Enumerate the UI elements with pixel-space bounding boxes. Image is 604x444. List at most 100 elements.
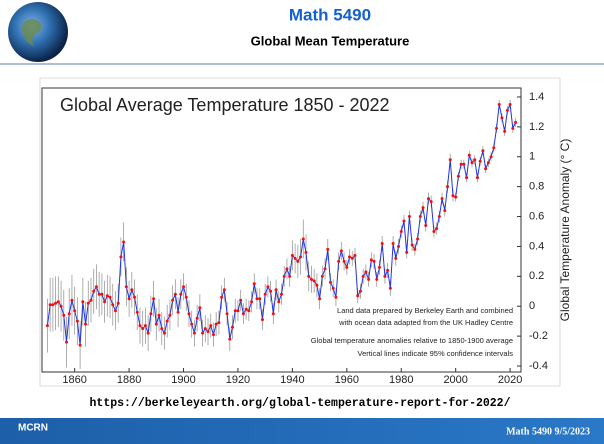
- data-point: [343, 260, 346, 263]
- data-point: [484, 167, 487, 170]
- data-point: [514, 121, 517, 124]
- data-point: [329, 281, 332, 284]
- data-point: [57, 300, 60, 303]
- y-tick-label: 1: [529, 151, 535, 163]
- data-point: [122, 240, 125, 243]
- data-point: [256, 297, 259, 300]
- data-point: [321, 275, 324, 278]
- x-tick-label: 1880: [117, 374, 141, 386]
- data-point: [304, 251, 307, 254]
- data-point: [193, 332, 196, 335]
- data-point: [49, 303, 52, 306]
- data-point: [76, 320, 79, 323]
- data-point: [389, 287, 392, 290]
- data-point: [424, 224, 427, 227]
- annotation: Land data prepared by Berkeley Earth and…: [337, 306, 513, 315]
- y-tick-label: 0.8: [529, 181, 544, 193]
- data-point: [302, 237, 305, 240]
- data-point: [422, 206, 425, 209]
- data-point: [261, 318, 264, 321]
- data-point: [419, 215, 422, 218]
- data-point: [405, 251, 408, 254]
- data-point: [277, 300, 280, 303]
- data-point: [348, 255, 351, 258]
- y-tick-label: 0.2: [529, 270, 544, 282]
- data-point: [307, 275, 310, 278]
- data-point: [163, 332, 166, 335]
- data-point: [133, 296, 136, 299]
- data-point: [168, 314, 171, 317]
- data-point: [223, 288, 226, 291]
- y-tick-label: 0: [529, 300, 535, 312]
- data-point: [386, 269, 389, 272]
- data-point: [207, 330, 210, 333]
- x-tick-label: 1980: [389, 374, 413, 386]
- data-point: [315, 284, 318, 287]
- data-point: [500, 116, 503, 119]
- data-point: [51, 303, 54, 306]
- data-point: [351, 257, 354, 260]
- data-point: [280, 293, 283, 296]
- data-point: [397, 245, 400, 248]
- data-point: [402, 220, 405, 223]
- data-point: [476, 176, 479, 179]
- data-point: [332, 287, 335, 290]
- data-point: [177, 311, 180, 314]
- data-point: [65, 341, 68, 344]
- x-tick-label: 2000: [443, 374, 467, 386]
- data-point: [432, 230, 435, 233]
- data-point: [100, 293, 103, 296]
- slide-title: Math 5490: [289, 5, 371, 24]
- data-point: [242, 312, 245, 315]
- data-point: [204, 327, 207, 330]
- data-point: [471, 161, 474, 164]
- data-point: [285, 267, 288, 270]
- data-point: [152, 297, 155, 300]
- data-point: [196, 317, 199, 320]
- data-point: [73, 309, 76, 312]
- data-point: [144, 324, 147, 327]
- data-point: [60, 305, 63, 308]
- data-point: [46, 324, 49, 327]
- data-point: [438, 215, 441, 218]
- data-point: [326, 248, 329, 251]
- data-point: [408, 215, 411, 218]
- data-point: [269, 290, 272, 293]
- data-point: [147, 332, 150, 335]
- annotation: Vertical lines indicate 95% confidence i…: [357, 349, 513, 358]
- data-point: [111, 303, 114, 306]
- y-tick-label: 1.2: [529, 121, 544, 133]
- data-point: [441, 197, 444, 200]
- data-point: [198, 306, 201, 309]
- data-point: [136, 311, 139, 314]
- data-point: [109, 296, 112, 299]
- data-point: [318, 297, 321, 300]
- data-point: [119, 255, 122, 258]
- data-point: [98, 293, 101, 296]
- data-point: [473, 158, 476, 161]
- source-url: https://berkeleyearth.org/global-tempera…: [90, 397, 511, 410]
- data-point: [236, 309, 239, 312]
- data-point: [400, 230, 403, 233]
- data-point: [340, 249, 343, 252]
- data-point: [166, 320, 169, 323]
- data-point: [231, 326, 234, 329]
- data-point: [511, 127, 514, 130]
- data-point: [117, 302, 120, 305]
- data-point: [291, 254, 294, 257]
- data-point: [378, 266, 381, 269]
- data-point: [296, 260, 299, 263]
- data-point: [462, 163, 465, 166]
- data-point: [155, 323, 158, 326]
- x-tick-label: 2020: [498, 374, 522, 386]
- data-point: [367, 278, 370, 281]
- data-point: [185, 296, 188, 299]
- data-point: [258, 297, 261, 300]
- data-point: [130, 288, 133, 291]
- data-point: [179, 293, 182, 296]
- data-point: [84, 323, 87, 326]
- data-point: [226, 312, 229, 315]
- data-point: [87, 302, 90, 305]
- data-point: [149, 312, 152, 315]
- data-point: [353, 254, 356, 257]
